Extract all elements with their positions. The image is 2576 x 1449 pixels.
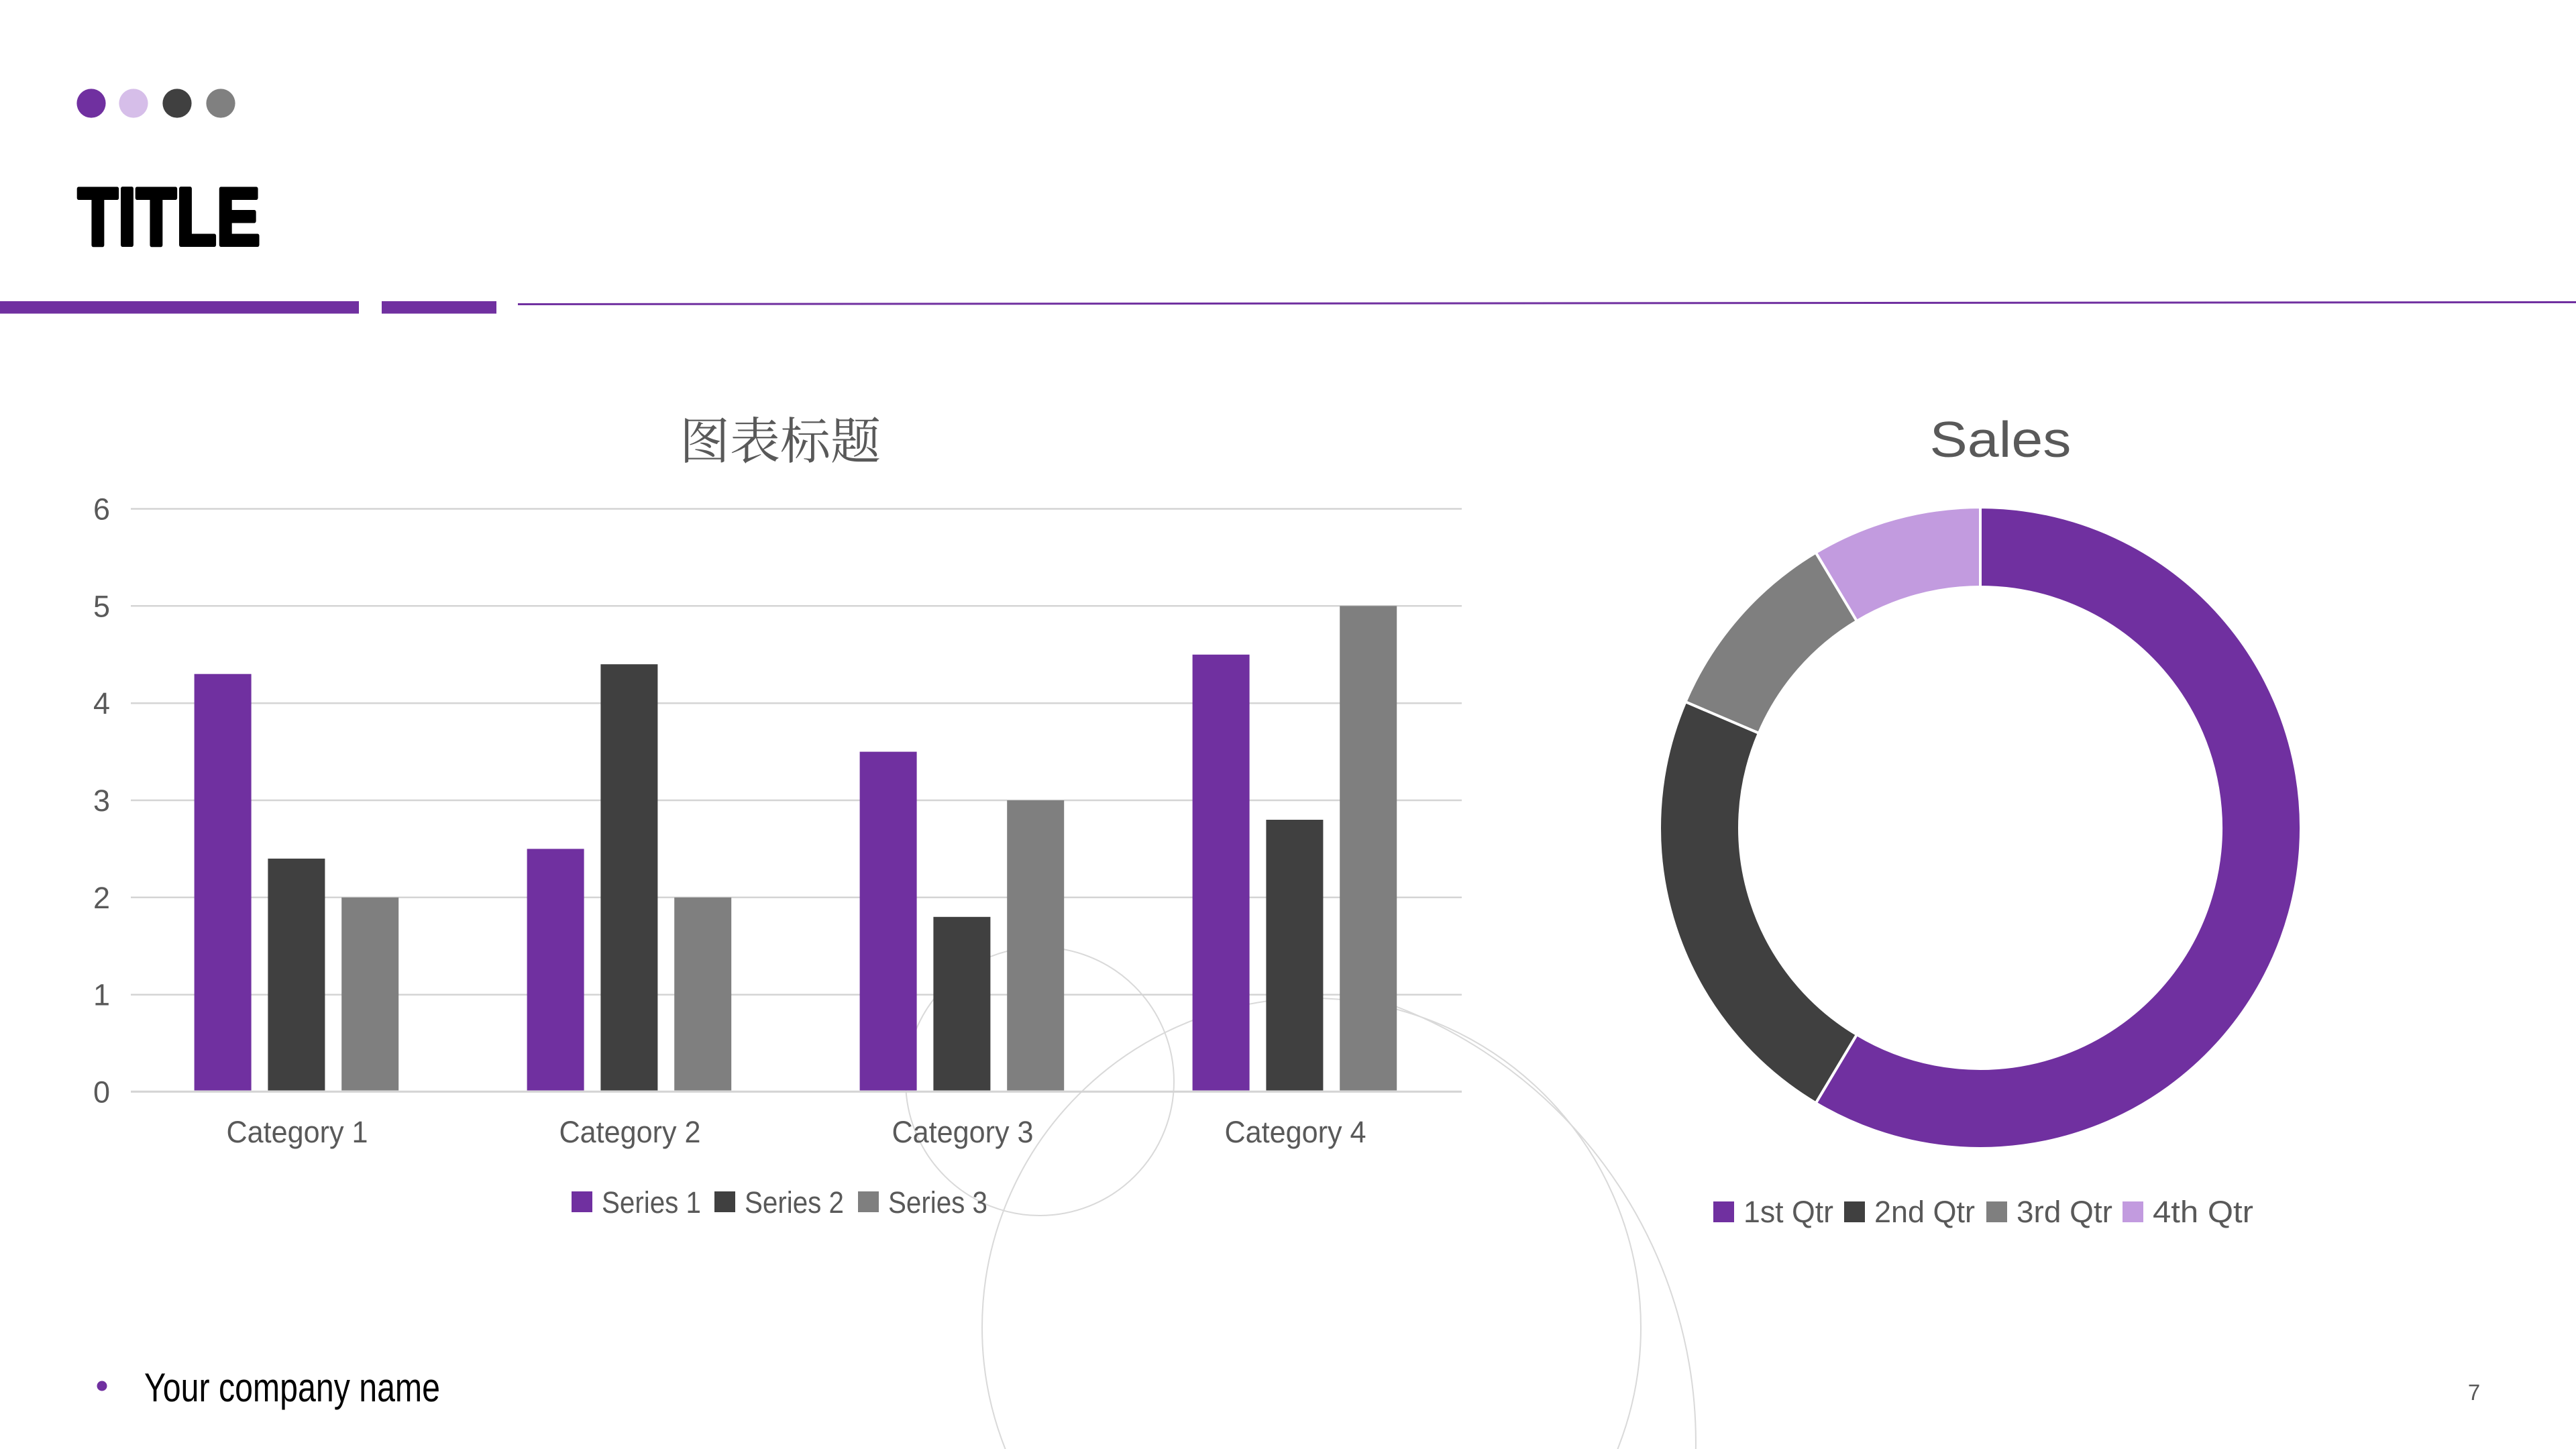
svg-text:Series 1: Series 1 xyxy=(602,1185,701,1220)
svg-text:Series 3: Series 3 xyxy=(888,1185,987,1220)
svg-text:0: 0 xyxy=(93,1075,110,1110)
svg-text:TITLE: TITLE xyxy=(78,171,260,262)
svg-text:2nd Qtr: 2nd Qtr xyxy=(1874,1195,1975,1229)
svg-text:6: 6 xyxy=(93,492,110,527)
svg-text:7: 7 xyxy=(2468,1380,2480,1405)
svg-text:5: 5 xyxy=(93,589,110,623)
svg-text:3rd Qtr: 3rd Qtr xyxy=(2017,1195,2112,1229)
svg-text:1st Qtr: 1st Qtr xyxy=(1743,1195,1833,1229)
svg-text:1: 1 xyxy=(93,978,110,1012)
svg-text:Category 4: Category 4 xyxy=(1225,1115,1366,1149)
svg-text:3: 3 xyxy=(93,784,110,818)
svg-text:4: 4 xyxy=(93,686,110,720)
svg-text:Category 3: Category 3 xyxy=(892,1115,1034,1149)
svg-text:Your company name: Your company name xyxy=(144,1365,440,1410)
svg-text:Series 2: Series 2 xyxy=(745,1185,844,1220)
svg-text:Sales: Sales xyxy=(1930,411,2072,468)
svg-text:4th Qtr: 4th Qtr xyxy=(2153,1195,2253,1229)
svg-text:Category 1: Category 1 xyxy=(227,1115,368,1149)
svg-text:2: 2 xyxy=(93,881,110,915)
svg-text:Category 2: Category 2 xyxy=(559,1115,701,1149)
